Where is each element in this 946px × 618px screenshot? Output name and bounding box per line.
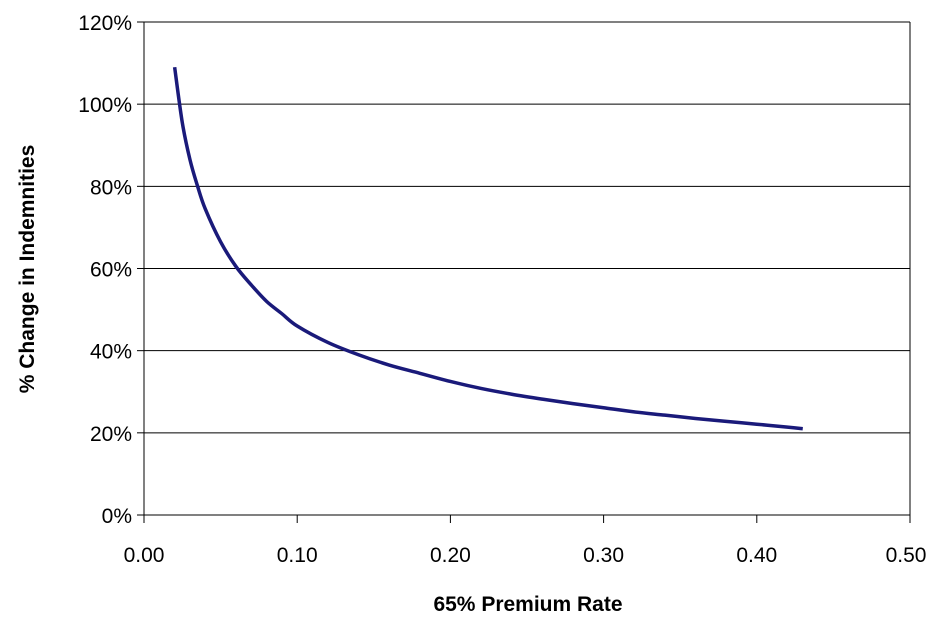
y-tick-label: 120%: [78, 12, 132, 35]
x-tick-label: 0.50: [886, 544, 927, 567]
y-tick-label: 100%: [78, 94, 132, 117]
x-tick-label: 0.20: [430, 544, 471, 567]
x-tick-label: 0.00: [124, 544, 165, 567]
axes: [137, 21, 911, 523]
y-tick-label: 0%: [102, 505, 132, 528]
y-axis-title: % Change in Indemnities: [16, 145, 39, 394]
y-tick-labels: 0% 20% 40% 60% 80% 100% 120%: [78, 12, 132, 528]
y-tick-label: 40%: [90, 341, 132, 364]
x-axis-title: 65% Premium Rate: [433, 593, 622, 616]
y-tick-label: 20%: [90, 423, 132, 446]
series-line-0: [172, 66, 803, 431]
x-tick-label: 0.40: [736, 544, 777, 567]
x-tick-labels: 0.00 0.10 0.20 0.30 0.40 0.50: [124, 544, 927, 567]
x-tick-label: 0.10: [277, 544, 318, 567]
y-tick-label: 60%: [90, 259, 132, 282]
y-tick-label: 80%: [90, 176, 132, 199]
series-layer: [172, 66, 803, 431]
x-tick-label: 0.30: [583, 544, 624, 567]
gridlines: [144, 21, 910, 434]
